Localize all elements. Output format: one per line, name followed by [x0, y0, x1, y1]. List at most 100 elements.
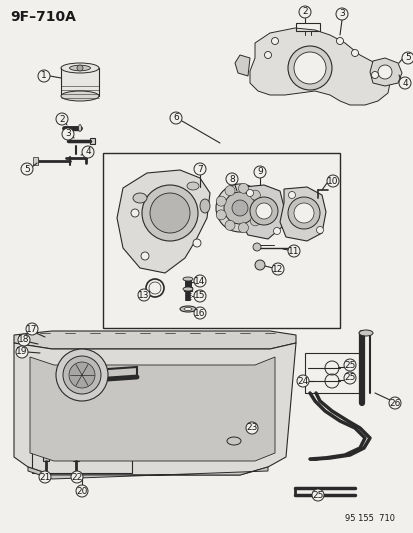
Text: 5: 5	[404, 53, 410, 62]
Text: 23: 23	[246, 424, 257, 432]
Circle shape	[249, 197, 277, 225]
Text: 95 155  710: 95 155 710	[344, 514, 394, 523]
Circle shape	[377, 65, 391, 79]
Text: 26: 26	[388, 399, 400, 408]
Circle shape	[138, 289, 150, 301]
Text: 3: 3	[338, 10, 344, 19]
Circle shape	[401, 52, 413, 64]
Circle shape	[326, 175, 338, 187]
Circle shape	[287, 245, 299, 257]
Text: 15: 15	[194, 292, 205, 301]
Text: 14: 14	[194, 277, 205, 286]
Circle shape	[343, 359, 355, 371]
Text: 24: 24	[297, 376, 308, 385]
Bar	[304, 353, 359, 393]
Circle shape	[141, 252, 149, 260]
Circle shape	[255, 203, 271, 219]
Ellipse shape	[78, 125, 81, 132]
Circle shape	[316, 227, 323, 233]
Circle shape	[245, 422, 257, 434]
Bar	[103, 153, 339, 328]
Circle shape	[311, 489, 323, 501]
Circle shape	[238, 223, 248, 233]
Circle shape	[21, 163, 33, 175]
Bar	[43, 453, 49, 461]
Circle shape	[271, 37, 278, 44]
Circle shape	[254, 203, 264, 213]
Text: 25: 25	[344, 360, 355, 369]
Text: 22: 22	[71, 472, 83, 481]
Circle shape	[39, 471, 51, 483]
Circle shape	[388, 397, 400, 409]
Text: 17: 17	[26, 325, 38, 334]
Circle shape	[62, 128, 74, 140]
Circle shape	[296, 375, 308, 387]
Ellipse shape	[61, 63, 99, 73]
Text: 4: 4	[401, 78, 407, 87]
Circle shape	[170, 112, 182, 124]
Circle shape	[77, 65, 83, 71]
Polygon shape	[117, 170, 209, 273]
Circle shape	[38, 70, 50, 82]
Polygon shape	[14, 331, 295, 349]
Circle shape	[71, 471, 83, 483]
Ellipse shape	[187, 182, 199, 190]
Ellipse shape	[199, 199, 209, 213]
Circle shape	[336, 37, 343, 44]
Circle shape	[69, 362, 95, 388]
Circle shape	[216, 210, 225, 220]
Circle shape	[343, 372, 355, 384]
Polygon shape	[28, 467, 267, 479]
Bar	[73, 453, 79, 461]
Circle shape	[231, 200, 247, 216]
Ellipse shape	[180, 306, 195, 312]
Circle shape	[264, 52, 271, 59]
Circle shape	[216, 184, 263, 232]
Text: 18: 18	[18, 335, 30, 344]
Circle shape	[370, 71, 377, 78]
Text: 10: 10	[326, 176, 338, 185]
Circle shape	[250, 190, 260, 200]
Text: 21: 21	[39, 472, 50, 481]
Text: 7: 7	[197, 165, 202, 174]
Circle shape	[56, 349, 108, 401]
Text: 19: 19	[16, 348, 28, 357]
Bar	[90, 138, 95, 144]
Text: 13: 13	[138, 290, 150, 300]
Circle shape	[271, 263, 283, 275]
Bar	[183, 287, 192, 291]
Text: 9F–710A: 9F–710A	[10, 10, 76, 24]
Ellipse shape	[61, 91, 99, 101]
Polygon shape	[14, 343, 295, 475]
Circle shape	[398, 77, 410, 89]
Polygon shape	[240, 185, 283, 239]
Circle shape	[63, 356, 101, 394]
Bar	[33, 157, 38, 165]
Circle shape	[287, 46, 331, 90]
Circle shape	[293, 203, 313, 223]
Circle shape	[131, 209, 139, 217]
Circle shape	[194, 290, 206, 302]
Circle shape	[194, 163, 206, 175]
Polygon shape	[279, 187, 325, 241]
Circle shape	[56, 113, 68, 125]
Circle shape	[223, 192, 255, 224]
Circle shape	[224, 185, 235, 196]
Text: 16: 16	[194, 309, 205, 318]
Polygon shape	[369, 58, 401, 86]
Text: 20: 20	[76, 487, 88, 496]
Circle shape	[250, 216, 260, 226]
Text: 5: 5	[24, 165, 30, 174]
Text: 12: 12	[272, 264, 283, 273]
Text: 25: 25	[344, 374, 355, 383]
Circle shape	[142, 185, 197, 241]
Circle shape	[287, 197, 319, 229]
Ellipse shape	[226, 437, 240, 445]
Ellipse shape	[183, 287, 192, 291]
Circle shape	[273, 228, 280, 235]
Circle shape	[335, 8, 347, 20]
Text: 9: 9	[256, 167, 262, 176]
Circle shape	[225, 173, 237, 185]
Circle shape	[224, 220, 235, 230]
Circle shape	[18, 334, 30, 346]
